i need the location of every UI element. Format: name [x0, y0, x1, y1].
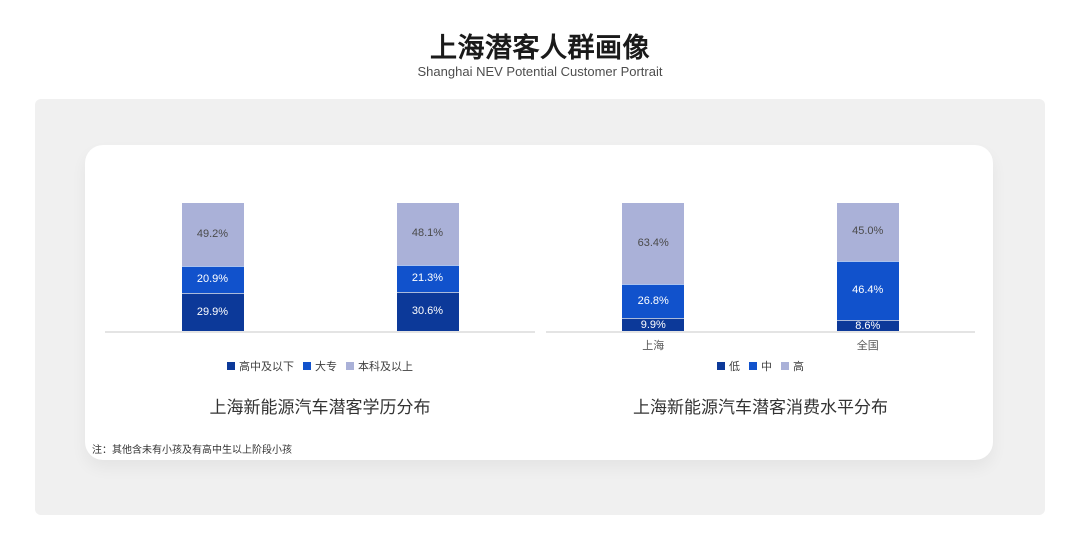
bar-value-label: 49.2%	[196, 227, 229, 240]
footnote: 注：其他含未有小孩及有高中生以上阶段小孩	[92, 445, 292, 456]
legend-label: 中	[761, 360, 772, 373]
legend-item: 中	[749, 358, 772, 374]
legend-item: 高中及以下	[227, 358, 294, 374]
bar-value-label: 8.6%	[855, 319, 881, 332]
chart-title: 上海新能源汽车潜客消费水平分布	[633, 398, 888, 417]
legend-item: 大专	[303, 358, 337, 374]
stacked-bar-上海: 9.9% 26.8% 63.4%	[622, 202, 685, 331]
legend-label: 高	[793, 360, 804, 373]
legend-item: 高	[781, 358, 804, 374]
bar-segment: 20.9%	[181, 265, 244, 293]
bar-segment: 49.2%	[181, 202, 244, 266]
legend: 高中及以下 大专 本科及以上	[105, 358, 535, 374]
chart-card: 29.9% 20.9% 49.2% 30.6% 21.3% 48.1% 高中及以下 大专 本科…	[85, 145, 993, 460]
legend-label: 本科及以上	[358, 360, 413, 373]
bar-value-label: 29.9%	[196, 305, 229, 318]
bar-segment: 26.8%	[622, 284, 685, 319]
category-axis: 上海 全国	[546, 337, 975, 352]
stacked-bar-全国: 8.6% 46.4% 45.0%	[836, 203, 899, 332]
bar-segment: 30.6%	[396, 291, 459, 331]
bar-value-label: 30.6%	[411, 305, 444, 318]
stacked-bar: 29.9% 20.9% 49.2%	[181, 202, 244, 331]
legend-label: 低	[729, 360, 740, 373]
bar-value-label: 26.8%	[637, 295, 669, 308]
bar-value-label: 63.4%	[637, 236, 669, 249]
bar-segment: 21.3%	[396, 264, 459, 292]
legend-label: 高中及以下	[239, 360, 294, 373]
bar-segment: 9.9%	[622, 318, 685, 331]
bar-value-label: 20.9%	[196, 273, 229, 286]
consumption-level-chart: 9.9% 26.8% 63.4% 8.6% 46.4% 45.0% 上海 全国 低 中 高 上海…	[546, 202, 975, 418]
bar-segment: 63.4%	[622, 202, 685, 285]
education-distribution-chart: 29.9% 20.9% 49.2% 30.6% 21.3% 48.1% 高中及以下 大专 本科…	[105, 202, 535, 418]
bar-segment: 48.1%	[396, 202, 459, 265]
bar-segment: 46.4%	[836, 260, 899, 320]
category-label: 全国	[856, 340, 879, 352]
chart-title: 上海新能源汽车潜客学历分布	[209, 398, 431, 417]
plot-area: 9.9% 26.8% 63.4% 8.6% 46.4% 45.0%	[546, 202, 975, 333]
legend-item: 低	[717, 358, 740, 374]
bar-value-label: 48.1%	[411, 227, 444, 240]
bar-segment: 45.0%	[836, 203, 899, 261]
content-panel: 29.9% 20.9% 49.2% 30.6% 21.3% 48.1% 高中及以下 大专 本科…	[35, 99, 1045, 515]
legend-swatch	[717, 361, 725, 370]
legend-swatch	[749, 361, 757, 370]
bar-segment: 29.9%	[181, 292, 244, 331]
bar-segment: 8.6%	[836, 319, 899, 332]
page-subtitle: Shanghai NEV Potential Customer Portrait	[417, 64, 663, 79]
category-axis	[105, 337, 535, 351]
plot-area: 29.9% 20.9% 49.2% 30.6% 21.3% 48.1%	[105, 202, 535, 333]
bar-value-label: 46.4%	[852, 284, 884, 297]
legend-label: 大专	[315, 360, 337, 373]
page-title: 上海潜客人群画像	[430, 33, 650, 63]
legend-swatch	[303, 361, 311, 370]
bar-value-label: 45.0%	[852, 225, 884, 238]
legend-swatch	[781, 361, 789, 370]
legend-swatch	[227, 361, 235, 370]
legend: 低中高	[546, 358, 975, 374]
bar-value-label: 9.9%	[640, 318, 666, 331]
category-label	[105, 337, 320, 351]
legend-swatch	[346, 361, 354, 370]
category-label: 上海	[642, 340, 665, 352]
bar-value-label: 21.3%	[411, 272, 444, 285]
legend-item: 本科及以上	[346, 358, 413, 374]
category-label	[320, 337, 535, 351]
stacked-bar: 30.6% 21.3% 48.1%	[396, 202, 459, 331]
